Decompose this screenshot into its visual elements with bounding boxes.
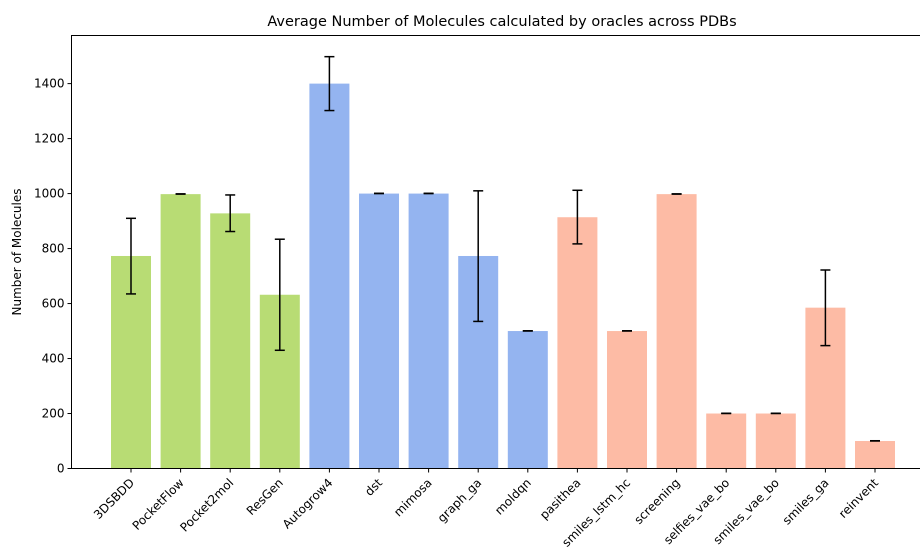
error-bar-3DSBDD: [126, 217, 136, 295]
bar-moldqn: [507, 331, 548, 469]
bar-dst: [359, 193, 399, 469]
x-tick-label-moldqn: moldqn: [492, 476, 534, 518]
x-tick-label-dst: dst: [362, 476, 385, 499]
x-tick-label-reinvent: reinvent: [836, 476, 881, 521]
y-axis-label: Number of Molecules: [10, 189, 24, 316]
y-tick-label-800: 800: [42, 242, 65, 256]
x-tick-label-ResGen: ResGen: [244, 476, 286, 518]
y-tick-label-1200: 1200: [34, 132, 65, 146]
bar-PocketFlow: [160, 194, 201, 469]
bar-Pocket2mol: [210, 213, 251, 469]
x-tick-label-pasithea: pasithea: [537, 476, 583, 522]
y-tick-label-600: 600: [42, 297, 65, 311]
y-tick-label-200: 200: [42, 407, 65, 421]
bar-Autogrow4: [309, 83, 350, 469]
plot-frame: [71, 35, 920, 469]
x-tick-label-graph_ga: graph_ga: [435, 476, 485, 526]
y-tick-label-0: 0: [57, 462, 65, 476]
x-tick-label-Pocket2mol: Pocket2mol: [177, 476, 236, 535]
bar-pasithea: [557, 217, 598, 469]
x-tick-label-screening: screening: [631, 476, 682, 527]
error-bar-ResGen: [274, 238, 285, 352]
y-tick-label-1000: 1000: [34, 187, 65, 201]
bar-smiles_lstm_hc: [607, 331, 647, 469]
y-tick-label-400: 400: [42, 352, 65, 366]
error-bar-Autogrow4: [324, 55, 335, 112]
y-axis: 0 200 400 600 800 1000 1200 1400: [34, 77, 72, 476]
chart-title: Average Number of Molecules calculated b…: [267, 14, 736, 30]
error-bar-smiles_ga: [820, 269, 831, 347]
x-tick-label-smiles_ga: smiles_ga: [780, 476, 832, 528]
y-tick-label-1400: 1400: [34, 77, 65, 91]
bar-selfies_vae_bo: [706, 413, 747, 469]
x-tick-label-mimosa: mimosa: [391, 476, 435, 520]
bars-group: [111, 83, 895, 469]
x-tick-label-3DSBDD: 3DSBDD: [91, 476, 137, 522]
error-bars-group: [126, 55, 880, 442]
bar-smiles_vae_bo: [755, 413, 796, 469]
x-tick-label-Autogrow4: Autogrow4: [280, 476, 336, 532]
bar-reinvent: [855, 441, 895, 469]
error-bar-graph_ga: [473, 190, 484, 323]
error-bar-pasithea: [572, 189, 583, 245]
bar-screening: [656, 194, 697, 469]
error-bar-Pocket2mol: [225, 194, 236, 233]
bar-mimosa: [408, 193, 449, 469]
